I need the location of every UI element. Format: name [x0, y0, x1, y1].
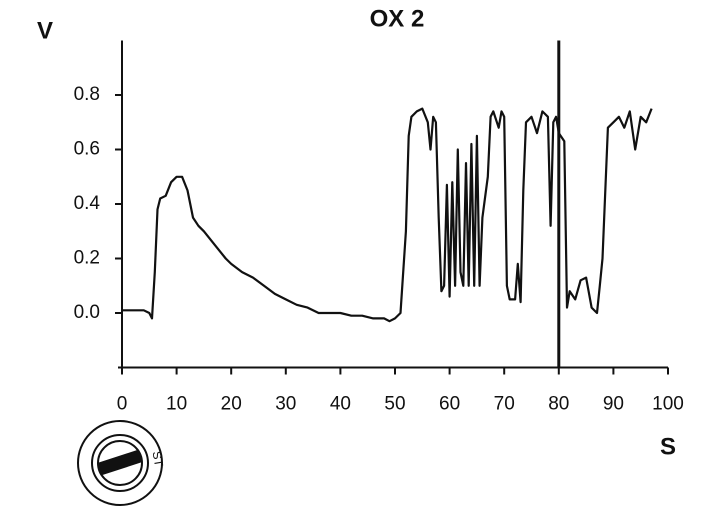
x-tick-label: 50 [384, 394, 405, 415]
y-tick-label: 0.0 [74, 302, 100, 323]
x-tick-label: 10 [166, 394, 187, 415]
x-tick-label: 0 [117, 394, 128, 415]
y-tick-label: 0.2 [74, 248, 100, 269]
icon: ST [77, 420, 167, 506]
chart-title: OX 2 [370, 5, 425, 32]
x-tick-label: 20 [221, 394, 242, 415]
y-tick-label: 0.6 [74, 139, 100, 160]
data-line [122, 107, 653, 323]
x-tick-label: 100 [652, 394, 684, 415]
y-axis-label: V [37, 17, 53, 44]
x-tick-label: 60 [439, 394, 460, 415]
x-tick-label: 90 [603, 394, 624, 415]
y-tick-label: 0.8 [74, 84, 100, 105]
x-tick-label: 70 [494, 394, 515, 415]
x-axis-label: S [660, 433, 676, 460]
x-tick-label: 30 [275, 394, 296, 415]
x-tick-label: 40 [330, 394, 351, 415]
icon-label: ST [150, 450, 167, 468]
x-tick-label: 80 [548, 394, 569, 415]
y-tick-label: 0.4 [74, 193, 101, 214]
